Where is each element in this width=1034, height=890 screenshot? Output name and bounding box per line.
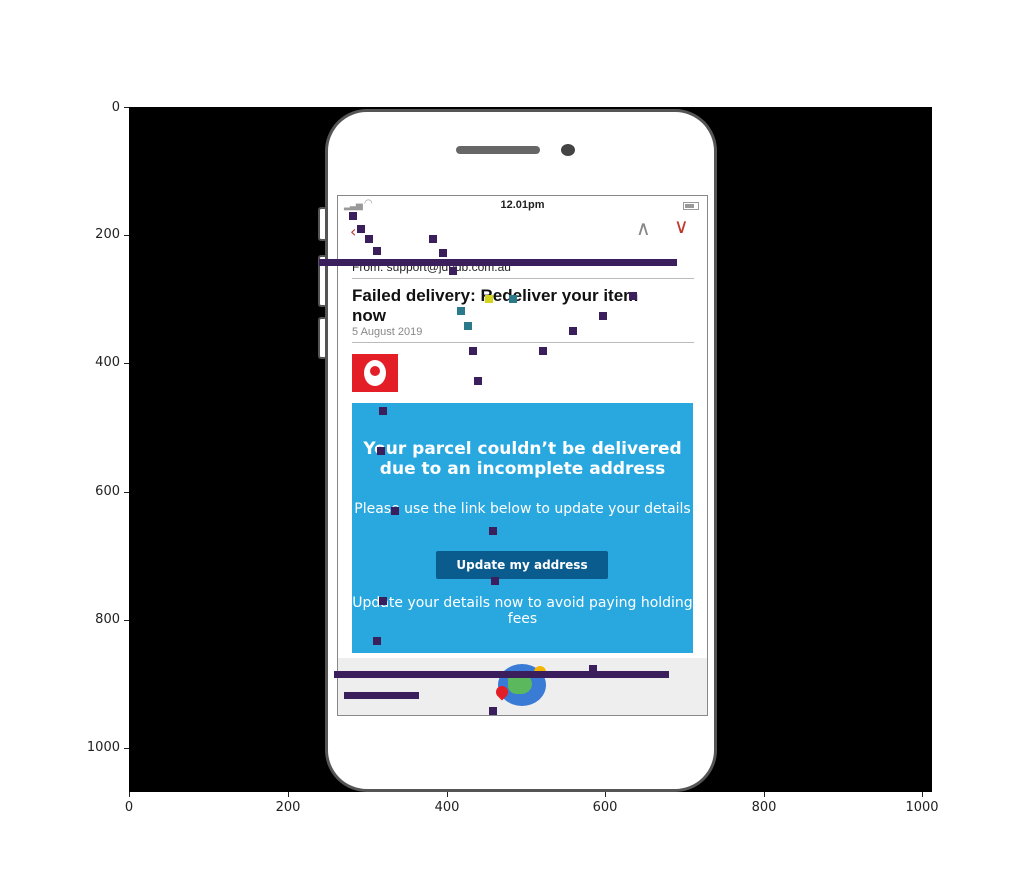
trace-dot [365,235,373,243]
phone-side-button [318,255,327,307]
y-tick-label: 600 [95,484,120,499]
y-tick-mark [124,107,129,108]
back-icon[interactable]: ‹ [350,222,357,241]
phone-side-button [318,317,327,359]
trace-dot [509,295,517,303]
y-tick-label: 1000 [86,740,120,755]
signal-icon: ▂▃▅ [344,200,363,210]
trace-dot [569,327,577,335]
wifi-icon: ◠ [364,198,373,209]
y-tick-mark [124,235,129,236]
y-tick-label: 0 [111,100,120,115]
trace-segment [344,692,419,699]
y-tick-label: 200 [95,227,120,242]
x-tick-label: 200 [275,800,301,815]
trace-dot [474,377,482,385]
trace-dot [469,347,477,355]
trace-dot [439,249,447,257]
phone-side-button [318,207,327,241]
y-tick-mark [124,492,129,493]
trace-dot [539,347,547,355]
trace-dot [629,292,637,300]
x-tick-label: 0 [124,800,134,815]
email-subject: Failed delivery: Redeliver your item now [352,286,639,325]
trace-dot [491,577,499,585]
x-tick-label: 600 [592,800,618,815]
banner-headline: Your parcel couldn’t be delivered due to… [363,439,682,479]
x-tick-label: 400 [434,800,460,815]
trace-dot [599,312,607,320]
trace-dot [373,637,381,645]
trace-dot [464,322,472,330]
trace-dot [377,447,385,455]
divider [352,278,694,279]
trace-dot [379,597,387,605]
divider [352,342,694,343]
trace-dot [589,665,597,673]
email-date: 5 August 2019 [352,326,423,338]
trace-dot [391,507,399,515]
trace-dot [485,295,493,303]
x-tick-label: 1000 [905,800,939,815]
trace-dot [457,307,465,315]
banner-subtext: Please use the link below to update your… [354,501,691,517]
x-tick-mark [922,792,923,797]
phone-speaker [456,146,540,154]
x-tick-label: 800 [751,800,777,815]
trace-dot [429,235,437,243]
y-tick-mark [124,748,129,749]
trace-segment [319,259,677,266]
plot-area: ▂▃▅ ◠ 12.01pm ‹ ∧ ∨ From: support@jdbdb.… [129,107,932,792]
x-tick-mark [605,792,606,797]
trace-segment [334,671,669,678]
status-bar: ▂▃▅ ◠ 12.01pm [338,196,707,214]
footer-strip [338,658,707,715]
trace-dot [449,267,457,275]
x-tick-mark [447,792,448,797]
y-tick-mark [124,363,129,364]
camera-icon [561,144,575,156]
phone-frame: ▂▃▅ ◠ 12.01pm ‹ ∧ ∨ From: support@jdbdb.… [325,109,717,792]
status-time: 12.01pm [500,199,545,211]
battery-icon [683,202,699,210]
y-tick-mark [124,620,129,621]
x-tick-mark [288,792,289,797]
chevron-up-icon[interactable]: ∧ [636,216,651,240]
phishing-banner: Your parcel couldn’t be delivered due to… [352,403,693,653]
trace-dot [489,527,497,535]
update-address-button[interactable]: Update my address [436,551,608,579]
trace-dot [349,212,357,220]
y-tick-label: 800 [95,612,120,627]
trace-dot [373,247,381,255]
banner-note: Update your details now to avoid paying … [352,595,693,627]
phone-screen: ▂▃▅ ◠ 12.01pm ‹ ∧ ∨ From: support@jdbdb.… [337,195,708,716]
trace-dot [357,225,365,233]
y-tick-label: 400 [95,355,120,370]
chevron-down-icon[interactable]: ∨ [674,214,689,238]
logo-mark [364,360,386,386]
x-tick-mark [129,792,130,797]
trace-dot [379,407,387,415]
australia-post-logo [352,354,398,392]
x-tick-mark [764,792,765,797]
trace-dot [489,707,497,715]
